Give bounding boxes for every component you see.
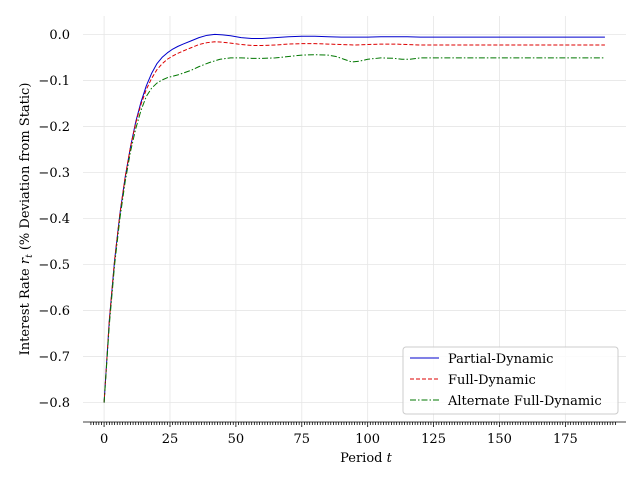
grid xyxy=(83,16,626,421)
legend-frame xyxy=(402,346,619,415)
y-tick-label: −0.3 xyxy=(38,166,70,181)
y-tick-label: −0.5 xyxy=(38,258,70,273)
series-line-2 xyxy=(103,41,605,403)
x-tick-label: 75 xyxy=(294,432,311,447)
series-line-1 xyxy=(103,33,605,403)
legend-label-2: Full-Dynamic xyxy=(448,373,536,388)
x-tick-label: 150 xyxy=(487,432,512,447)
y-tick-label: −0.6 xyxy=(38,304,70,319)
y-tick-label: 0.0 xyxy=(49,28,70,43)
series-layer xyxy=(103,33,605,403)
x-tick-label: 0 xyxy=(100,432,108,447)
legend-label-1: Partial-Dynamic xyxy=(448,352,553,367)
x-tick-label: 50 xyxy=(228,432,245,447)
x-tick-label: 100 xyxy=(355,432,380,447)
x-tick-label: 175 xyxy=(553,432,578,447)
y-tick-label: −0.2 xyxy=(38,120,70,135)
legend-label-3: Alternate Full-Dynamic xyxy=(447,394,602,409)
x-tick-label: 25 xyxy=(162,432,179,447)
y-tick-label: −0.4 xyxy=(38,212,70,227)
x-tick-label: 125 xyxy=(421,432,446,447)
legend: Partial-Dynamic Full-Dynamic Alternate Ful… xyxy=(402,346,619,415)
y-tick-label: −0.7 xyxy=(38,350,70,365)
y-axis-label: Interest Rate rt (% Deviation from Stati… xyxy=(18,83,35,356)
x-axis: 0 25 50 75 100 125 150 175 xyxy=(83,421,626,447)
y-tick-label: −0.8 xyxy=(38,396,70,411)
x-axis-label: Period t xyxy=(340,451,393,466)
y-tick-label: −0.1 xyxy=(38,74,70,89)
series-line-3 xyxy=(103,54,605,403)
y-axis: 0.0 −0.1 −0.2 −0.3 −0.4 −0.5 −0.6 −0.7 −0.8 xyxy=(38,28,70,411)
